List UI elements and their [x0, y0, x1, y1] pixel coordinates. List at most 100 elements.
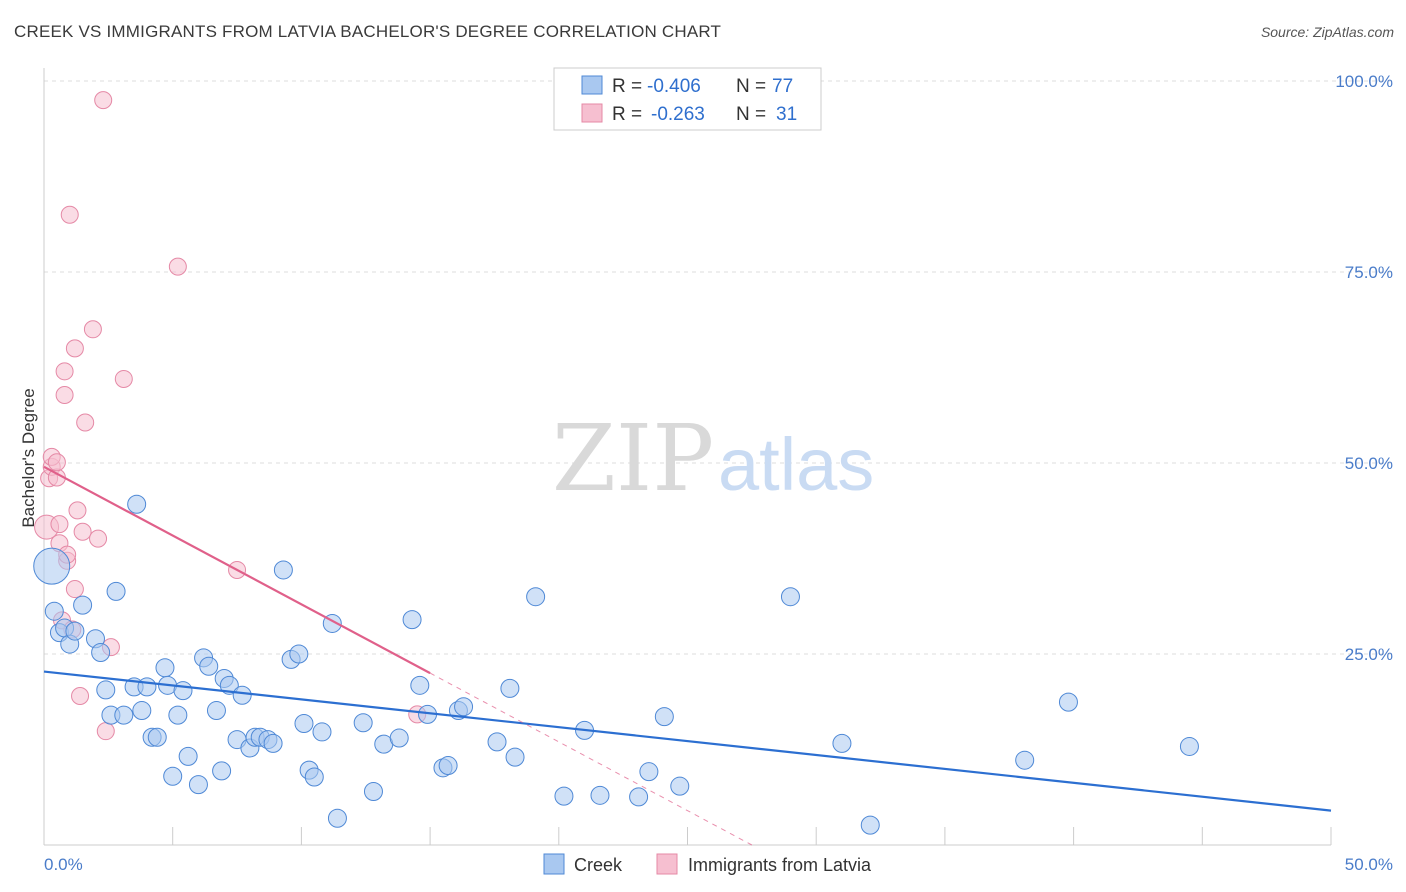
latvia-point — [47, 453, 66, 472]
legend-latvia-r-value: -0.263 — [651, 104, 705, 125]
creek-point — [363, 782, 383, 802]
legend-creek-swatch — [581, 75, 603, 95]
legend-latvia-n-label: N = — [736, 104, 766, 125]
latvia-point — [68, 501, 87, 520]
creek-point — [1179, 736, 1199, 756]
creek-point — [402, 610, 422, 630]
y-tick-label-0: 25.0% — [1345, 645, 1393, 664]
creek-point — [132, 701, 152, 721]
creek-point — [96, 680, 116, 700]
creek-point — [639, 762, 659, 782]
latvia-point — [96, 722, 115, 741]
creek-point — [73, 595, 93, 615]
creek-point — [304, 767, 324, 787]
creek-point — [147, 727, 167, 747]
creek-point — [389, 728, 409, 748]
creek-point — [832, 733, 852, 753]
latvia-point — [55, 386, 74, 405]
creek-point — [505, 747, 525, 767]
creek-point — [454, 697, 474, 717]
legend-latvia-n-value: 31 — [776, 104, 797, 125]
y-tick-label-1: 50.0% — [1345, 454, 1393, 473]
legend-creek-n-label: N = — [736, 76, 766, 97]
latvia-point — [71, 687, 90, 706]
bottom-legend-latvia-label: Immigrants from Latvia — [688, 855, 872, 875]
latvia-trend-extension — [429, 672, 753, 846]
latvia-point — [73, 522, 92, 541]
grid — [44, 80, 1392, 655]
creek-point — [91, 642, 111, 662]
watermark-zip: ZIP — [552, 405, 714, 512]
legend-latvia-r-label: R = — [612, 104, 642, 125]
creek-point — [312, 722, 332, 742]
trend-lines — [43, 465, 1332, 846]
creek-point — [44, 601, 64, 621]
creek-point — [206, 701, 226, 721]
creek-point — [137, 677, 157, 697]
creek-point — [590, 785, 610, 805]
creek-point — [289, 644, 309, 664]
source-label: Source: ZipAtlas.com — [1260, 24, 1394, 40]
creek-point — [173, 681, 193, 701]
creek-point — [1015, 750, 1035, 770]
creek-point — [438, 756, 458, 776]
latvia-point — [60, 205, 79, 224]
creek-point — [219, 675, 239, 695]
latvia-point — [168, 257, 187, 276]
latvia-point — [65, 339, 84, 358]
creek-point — [212, 761, 232, 781]
creek-point — [106, 581, 126, 601]
creek-point — [294, 714, 314, 734]
latvia-point — [83, 320, 102, 339]
creek-point — [188, 775, 208, 795]
tick-labels: 25.0% 50.0% 75.0% 100.0% 0.0% 50.0% — [44, 72, 1393, 874]
series-legend: Creek Immigrants from Latvia — [543, 853, 872, 875]
creek-point — [487, 732, 507, 752]
creek-point — [273, 560, 293, 580]
stats-legend: R = -0.406 N = 77 R = -0.263 N = 31 — [553, 67, 822, 131]
latvia-point — [89, 529, 108, 548]
creek-point — [232, 685, 252, 705]
creek-point — [178, 746, 198, 766]
creek-point — [127, 494, 147, 514]
y-axis-label: Bachelor's Degree — [19, 388, 38, 527]
latvia-point — [50, 515, 69, 534]
creek-point — [554, 786, 574, 806]
creek-point — [33, 547, 71, 585]
y-tick-label-3: 100.0% — [1335, 72, 1393, 91]
x-tick-label-1: 50.0% — [1345, 855, 1393, 874]
creek-trend-line — [43, 670, 1332, 812]
creek-point — [860, 815, 880, 835]
legend-creek-r-value: -0.406 — [647, 76, 701, 97]
legend-creek-n-value: 77 — [772, 76, 793, 97]
creek-point — [500, 678, 520, 698]
latvia-point — [94, 91, 113, 110]
bottom-legend-creek-label: Creek — [574, 855, 623, 875]
latvia-point — [114, 369, 133, 388]
creek-point — [155, 658, 175, 678]
bottom-legend-latvia-swatch — [656, 853, 678, 875]
creek-point — [526, 587, 546, 607]
creek-point — [353, 713, 373, 733]
creek-point — [114, 705, 134, 725]
bottom-legend-creek-swatch — [543, 853, 565, 875]
legend-latvia-swatch — [581, 103, 603, 123]
creek-point — [65, 621, 85, 641]
creek-point — [1058, 692, 1078, 712]
creek-point — [410, 675, 430, 695]
latvia-point — [65, 580, 84, 599]
creek-points — [33, 494, 1199, 835]
creek-point — [327, 808, 347, 828]
creek-point — [199, 656, 219, 676]
creek-point — [780, 587, 800, 607]
x-tick-label-0: 0.0% — [44, 855, 83, 874]
creek-point — [629, 787, 649, 807]
y-tick-label-2: 75.0% — [1345, 263, 1393, 282]
watermark-atlas: atlas — [718, 423, 874, 506]
latvia-trend-line — [43, 465, 431, 675]
latvia-point — [55, 362, 74, 381]
legend-creek-r-label: R = — [612, 76, 642, 97]
creek-point — [163, 766, 183, 786]
creek-point — [654, 707, 674, 727]
